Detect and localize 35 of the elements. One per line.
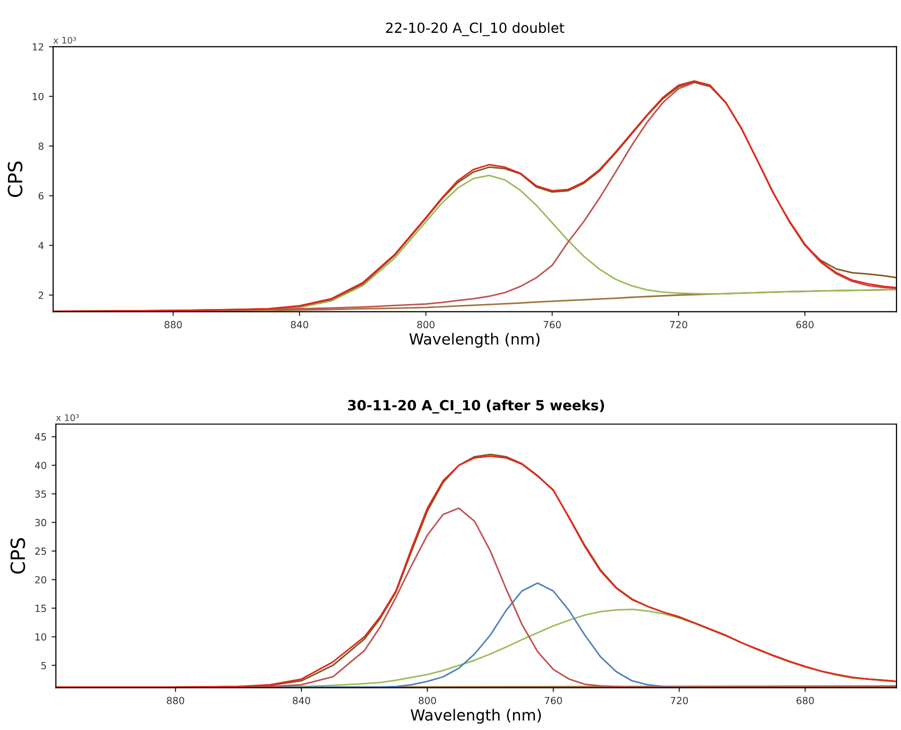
x-tick-label: 800 <box>417 320 434 328</box>
chart-title: 30-11-20 A_CI_10 (after 5 weeks) <box>348 400 604 414</box>
x-tick-label: 680 <box>796 320 814 328</box>
y-tick-label: 5 <box>41 662 46 670</box>
x-tick-label: 720 <box>670 696 688 704</box>
x-tick-label: 760 <box>544 320 561 328</box>
y-tick-label: 12 <box>32 43 44 50</box>
y-tick-label: 10 <box>36 633 46 641</box>
x-tick-label: 880 <box>166 696 184 704</box>
y-tick-label: 30 <box>35 518 46 526</box>
x-axis-title: Wavelength (nm) <box>410 708 541 724</box>
y-tick-label: 6 <box>38 192 44 200</box>
y-tick-label: 20 <box>35 576 46 584</box>
x-tick-label: 800 <box>418 696 436 704</box>
x-tick-label: 880 <box>164 320 182 328</box>
y-tick-label: 2 <box>38 292 44 299</box>
chart-title: 22-10-20 A_CI_10 doublet <box>386 22 564 36</box>
y-tick-label: 8 <box>38 142 44 150</box>
x-tick-label: 760 <box>544 696 562 704</box>
y-tick-label: 4 <box>38 242 44 250</box>
x-axis-title: Wavelength (nm) <box>409 332 540 348</box>
y-tick-label: 45 <box>34 433 46 441</box>
y-axis-title: CPS <box>10 538 26 574</box>
x-tick-label: 720 <box>670 320 688 328</box>
x-tick-label: 680 <box>796 696 814 704</box>
y-tick-label: 40 <box>34 462 46 470</box>
text: x 10³ <box>53 36 76 44</box>
text: x 10³ <box>56 414 79 422</box>
x-tick-label: 840 <box>290 320 308 328</box>
y-tick-label: 10 <box>32 92 44 100</box>
y-tick-label: 15 <box>36 604 46 612</box>
y-tick-label: 35 <box>35 490 46 498</box>
x-tick-label: 840 <box>292 696 310 704</box>
y-axis-title: CPS <box>8 161 22 197</box>
y-tick-label: 25 <box>35 548 46 555</box>
